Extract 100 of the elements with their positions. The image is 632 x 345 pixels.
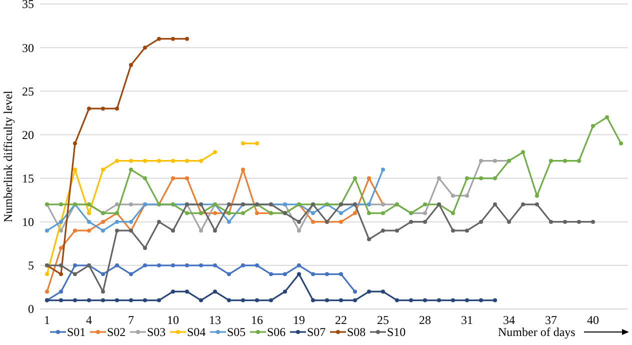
point [311, 272, 315, 276]
point [311, 211, 315, 216]
point [115, 220, 119, 224]
point [171, 263, 175, 268]
point [437, 176, 441, 180]
point [339, 211, 343, 216]
point [297, 228, 301, 233]
point [437, 298, 441, 302]
y-tick-label: 25 [22, 84, 34, 98]
point [423, 220, 427, 224]
point [367, 211, 371, 216]
point [255, 298, 259, 302]
point [213, 150, 217, 154]
point [241, 168, 245, 172]
point [269, 298, 273, 302]
point [87, 228, 91, 233]
y-tick-label: 10 [22, 215, 34, 230]
legend-label: S07 [307, 325, 326, 339]
point [59, 272, 63, 276]
point [87, 298, 91, 302]
legend-label: S02 [107, 325, 126, 339]
point [171, 36, 175, 41]
point [101, 298, 105, 302]
point [255, 263, 259, 268]
point [59, 263, 63, 268]
point [185, 211, 189, 216]
point [451, 194, 455, 198]
point [115, 263, 119, 268]
point [143, 246, 147, 250]
point [143, 46, 147, 50]
point [157, 220, 161, 224]
y-axis-title: Numberlink difficulty level [1, 90, 15, 222]
point [283, 272, 287, 276]
point [59, 246, 63, 250]
point [213, 290, 217, 294]
point [591, 124, 595, 128]
y-tick-label: 15 [22, 171, 34, 186]
x-tick-label: 28 [419, 313, 431, 327]
point [521, 202, 525, 206]
point [521, 150, 525, 154]
legend-label: S01 [67, 325, 86, 339]
x-tick-label: 31 [461, 313, 473, 327]
point [465, 298, 469, 302]
x-tick-label: 13 [209, 313, 221, 327]
point [577, 220, 581, 224]
y-tick-label: 20 [22, 128, 34, 142]
legend-label: S08 [347, 325, 366, 339]
point [451, 211, 455, 216]
point [73, 141, 77, 146]
point [87, 106, 91, 111]
point [185, 158, 189, 163]
y-tick-label: 0 [28, 302, 34, 316]
point [73, 272, 77, 276]
point [297, 272, 301, 276]
point [367, 176, 371, 180]
point [535, 194, 539, 198]
x-tick-label: 25 [377, 313, 389, 327]
point [143, 263, 147, 268]
x-tick-label: 19 [293, 313, 305, 327]
point [381, 228, 385, 233]
point [577, 158, 581, 163]
x-tick-label: 7 [128, 313, 134, 327]
point [45, 272, 49, 276]
point [241, 141, 245, 146]
point [129, 63, 133, 67]
point [507, 220, 511, 224]
x-tick-label: 1 [44, 313, 50, 327]
point [73, 228, 77, 233]
point [381, 290, 385, 294]
point [157, 158, 161, 163]
point [395, 298, 399, 302]
point [213, 263, 217, 268]
point [395, 228, 399, 233]
point [353, 290, 357, 294]
point [479, 220, 483, 224]
point [241, 263, 245, 268]
point [129, 168, 133, 172]
point [129, 202, 133, 206]
point [115, 298, 119, 302]
legend-label: S04 [187, 325, 206, 339]
point [297, 220, 301, 224]
point [283, 290, 287, 294]
point [563, 220, 567, 224]
point [115, 202, 119, 206]
point [59, 298, 63, 302]
x-tick-label: 10 [167, 313, 179, 327]
point [213, 228, 217, 233]
point [423, 298, 427, 302]
point [325, 298, 329, 302]
point [339, 298, 343, 302]
point [409, 298, 413, 302]
y-tick-label: 35 [22, 0, 34, 12]
x-tick-label: 22 [335, 313, 347, 327]
point [493, 176, 497, 180]
point [227, 220, 231, 224]
point [353, 176, 357, 180]
point [213, 211, 217, 216]
point [143, 176, 147, 180]
point [129, 298, 133, 302]
point [87, 211, 91, 216]
